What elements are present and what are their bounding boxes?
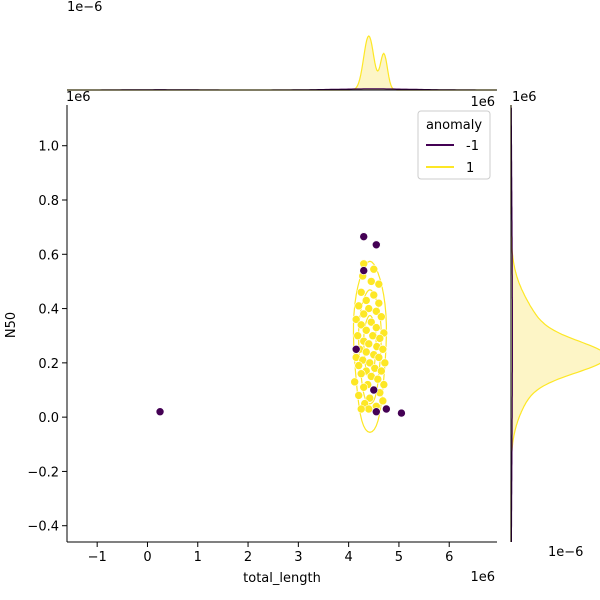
y-tick-label: 0.6 bbox=[38, 248, 59, 263]
right-kde-line-anomaly bbox=[510, 107, 513, 542]
x-tick-label: 2 bbox=[244, 550, 252, 565]
scatter-point-normal bbox=[356, 287, 366, 297]
scatter-point-anomaly bbox=[371, 407, 381, 417]
scatter-point-normal bbox=[365, 393, 375, 403]
scatter-point-normal bbox=[361, 325, 371, 335]
scatter-point-normal bbox=[354, 301, 363, 311]
scatter-point-normal bbox=[366, 317, 376, 327]
legend-label-anomaly: -1 bbox=[466, 139, 479, 154]
y-tick-label: 0.2 bbox=[38, 357, 59, 372]
scatter-point-normal bbox=[373, 374, 383, 384]
y-tick-label: 1.0 bbox=[38, 140, 59, 155]
scatter-point-normal bbox=[364, 304, 374, 313]
scatter-point-normal bbox=[377, 312, 386, 322]
scatter-point-anomaly bbox=[351, 344, 361, 354]
top-kde-fill bbox=[67, 36, 497, 90]
scatter-point-normal bbox=[374, 298, 384, 308]
scatter-point-normal bbox=[351, 315, 361, 324]
scatter-point-normal bbox=[369, 264, 379, 274]
x-axis-label: total_length bbox=[243, 571, 321, 586]
top-marginal-offset-label: 1e6 bbox=[470, 95, 495, 110]
scatter-point-normal bbox=[365, 358, 375, 368]
scatter-point-normal bbox=[364, 339, 374, 349]
x-tick-label: 0 bbox=[143, 550, 151, 565]
scatter-point-normal bbox=[366, 277, 376, 286]
scatter-point-anomaly bbox=[369, 385, 379, 395]
y-axis-label: N50 bbox=[4, 312, 19, 338]
y-tick-label: 0.8 bbox=[38, 194, 59, 209]
scatter-point-normal bbox=[359, 382, 369, 392]
scatter-point-normal bbox=[359, 309, 369, 319]
x-axis-offset-label: 1e6 bbox=[470, 570, 495, 585]
scatter-point-normal bbox=[375, 334, 385, 343]
scatter-point-normal bbox=[374, 279, 384, 289]
right-marginal-kde: 1e6 1e−6 bbox=[510, 90, 600, 560]
x-tick-label: 6 bbox=[445, 550, 453, 565]
scatter-point-anomaly bbox=[397, 408, 406, 418]
scatter-point-normal bbox=[364, 404, 374, 414]
x-tick-label: 5 bbox=[395, 550, 403, 565]
top-marginal-scale-label: 1e−6 bbox=[67, 0, 102, 15]
x-tick-label: −1 bbox=[88, 550, 107, 565]
scatter-point-normal bbox=[356, 404, 366, 414]
scatter-point-normal bbox=[354, 361, 363, 370]
scatter-point-anomaly bbox=[359, 232, 369, 241]
scatter-point-normal bbox=[369, 290, 379, 300]
y-axis-offset-label: 1e6 bbox=[66, 90, 91, 105]
scatter-point-anomaly bbox=[382, 404, 391, 414]
scatter-point-normal bbox=[361, 347, 371, 357]
scatter-point-normal bbox=[374, 353, 384, 362]
x-tick-label: 4 bbox=[344, 550, 352, 565]
main-scatter-plot: −1 0 1 2 3 4 5 6 −0.4 −0.2 0.0 0.2 0.4 0.6 0.8 1.0 1e6… bbox=[4, 90, 497, 586]
right-marginal-scale-label: 1e−6 bbox=[548, 545, 583, 560]
scatter-point-anomaly bbox=[155, 407, 165, 417]
scatter-point-anomaly bbox=[359, 266, 369, 275]
top-kde-line-normal bbox=[67, 35, 497, 91]
scatter-point-normal bbox=[350, 377, 359, 387]
top-marginal-kde: 1e−6 1e6 bbox=[67, 0, 497, 110]
y-axis-ticks: −0.4 −0.2 0.0 0.2 0.4 0.6 0.8 1.0 bbox=[27, 140, 67, 535]
scatter-point-normal bbox=[371, 306, 381, 316]
scatter-point-normal bbox=[378, 396, 388, 406]
scatter-point-normal bbox=[353, 331, 362, 341]
scatter-point-normal bbox=[377, 366, 386, 376]
y-tick-label: 0.4 bbox=[38, 303, 59, 318]
scatter-point-normal bbox=[379, 380, 389, 389]
y-tick-label: −0.4 bbox=[27, 520, 59, 535]
scatter-point-normal bbox=[356, 320, 366, 330]
legend-label-normal: 1 bbox=[466, 161, 474, 176]
scatter-point-normal bbox=[354, 391, 363, 400]
scatter-points bbox=[155, 232, 406, 418]
legend: anomaly -1 1 bbox=[417, 110, 491, 180]
x-tick-label: 1 bbox=[194, 550, 202, 565]
legend-title: anomaly bbox=[426, 118, 482, 133]
right-marginal-offset-label: 1e6 bbox=[512, 90, 537, 105]
scatter-point-normal bbox=[371, 323, 381, 332]
scatter-point-normal bbox=[356, 369, 366, 379]
scatter-point-anomaly bbox=[371, 240, 381, 250]
right-kde-fill bbox=[511, 105, 600, 542]
scatter-point-normal bbox=[380, 358, 390, 368]
y-tick-label: 0.0 bbox=[38, 411, 59, 426]
x-tick-label: 3 bbox=[294, 550, 302, 565]
y-tick-label: −0.2 bbox=[27, 465, 59, 480]
scatter-point-normal bbox=[378, 344, 388, 354]
scatter-point-normal bbox=[361, 296, 371, 305]
x-axis-ticks: −1 0 1 2 3 4 5 6 bbox=[88, 542, 453, 565]
